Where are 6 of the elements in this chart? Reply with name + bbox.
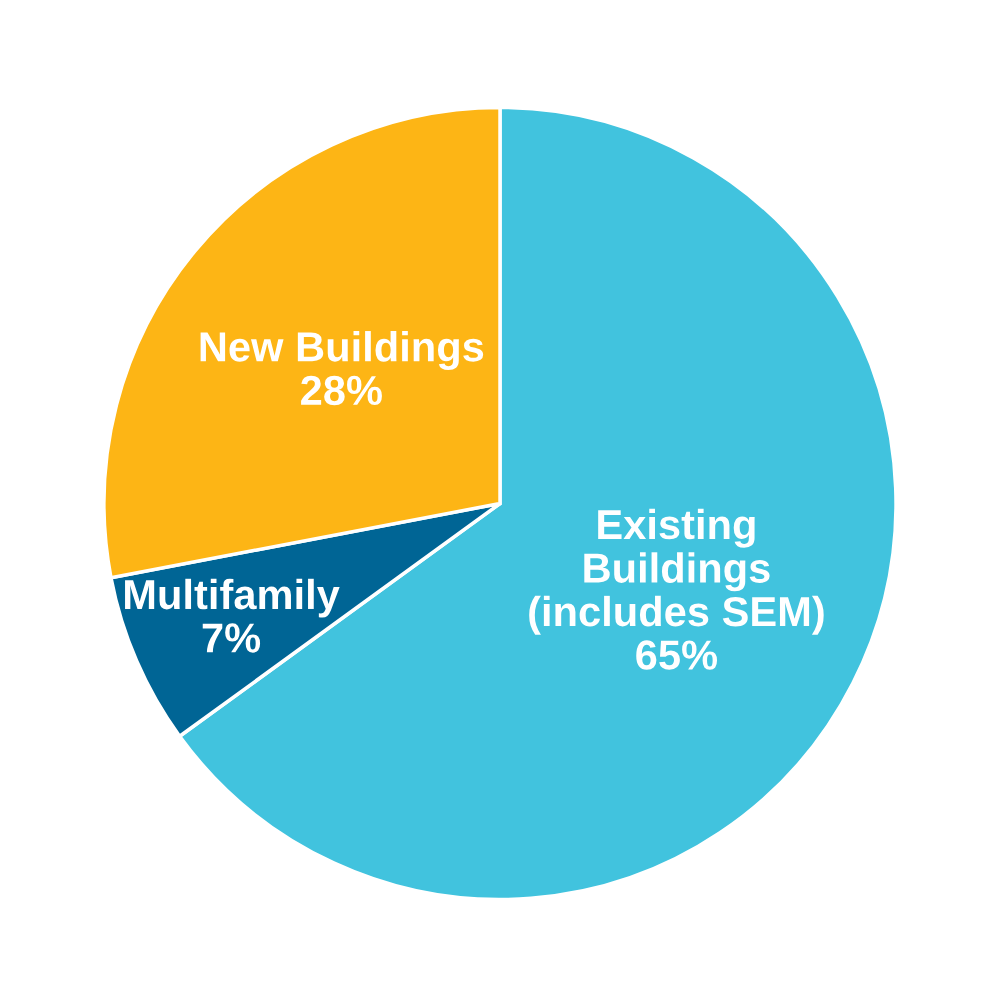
data-label: 7% — [202, 623, 261, 653]
slice-label: Existing Buildings (includes SEM) — [529, 508, 824, 635]
data-label: 65% — [636, 640, 718, 670]
slice-label: Multifamily — [125, 578, 340, 618]
data-label: 28% — [301, 375, 382, 406]
slice-label: New Buildings — [200, 331, 484, 371]
